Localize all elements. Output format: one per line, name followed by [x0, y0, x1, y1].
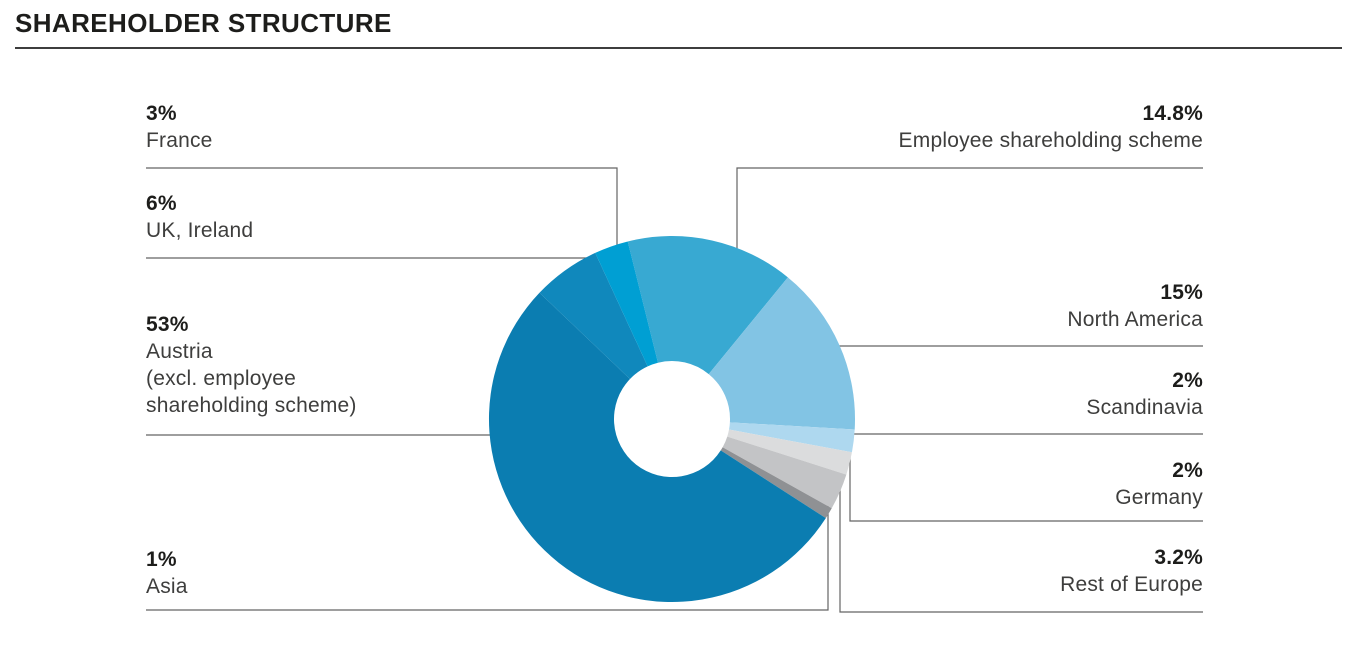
leader-line-france	[146, 167, 618, 250]
label-rest-of-europe-pct: 3.2%	[1154, 546, 1203, 569]
label-scandinavia: 2% Scandinavia	[1086, 367, 1203, 421]
label-rest-of-europe: 3.2% Rest of Europe	[1060, 544, 1203, 598]
pie-slice-germany	[727, 429, 852, 475]
label-scandinavia-pct: 2%	[1172, 369, 1203, 392]
pie-slice-north_america	[708, 277, 855, 430]
label-austria-pct: 53%	[146, 313, 189, 336]
label-rest-of-europe-name: Rest of Europe	[1060, 573, 1203, 596]
label-employee-scheme-pct: 14.8%	[1142, 102, 1203, 125]
label-germany-pct: 2%	[1172, 459, 1203, 482]
label-austria-name: Austria (excl. employee shareholding sch…	[146, 340, 357, 417]
title-divider	[15, 47, 1342, 49]
label-employee-scheme: 14.8% Employee shareholding scheme	[899, 100, 1203, 154]
label-uk-ireland-pct: 6%	[146, 192, 177, 215]
pie-slice-rest_of_europe	[722, 436, 847, 509]
label-scandinavia-name: Scandinavia	[1086, 396, 1203, 419]
label-asia-name: Asia	[146, 575, 188, 598]
label-france-pct: 3%	[146, 102, 177, 125]
pie-slice-uk_ireland	[539, 252, 648, 379]
pie-slice-asia	[720, 447, 832, 519]
label-france: 3% France	[146, 100, 213, 154]
label-north-america: 15% North America	[1067, 279, 1203, 333]
pie-slice-employee	[627, 236, 788, 375]
pie-slice-france	[595, 241, 658, 367]
page-title: SHAREHOLDER STRUCTURE	[15, 8, 392, 38]
leader-line-employee	[736, 167, 1203, 252]
pie-slice-austria	[488, 292, 826, 603]
leader-line-asia	[146, 500, 829, 611]
label-north-america-name: North America	[1067, 308, 1203, 331]
label-germany-name: Germany	[1115, 486, 1203, 509]
label-asia-pct: 1%	[146, 548, 177, 571]
label-germany: 2% Germany	[1115, 457, 1203, 511]
label-austria: 53% Austria (excl. employee shareholding…	[146, 311, 357, 419]
pie-slice-scandinavia	[729, 422, 855, 453]
label-north-america-pct: 15%	[1160, 281, 1203, 304]
leader-line-germany	[849, 455, 1203, 522]
label-asia: 1% Asia	[146, 546, 188, 600]
label-uk-ireland: 6% UK, Ireland	[146, 190, 253, 244]
leader-line-rest_of_europe	[839, 482, 1203, 613]
label-france-name: France	[146, 129, 213, 152]
label-uk-ireland-name: UK, Ireland	[146, 219, 254, 242]
label-employee-scheme-name: Employee shareholding scheme	[898, 129, 1203, 152]
